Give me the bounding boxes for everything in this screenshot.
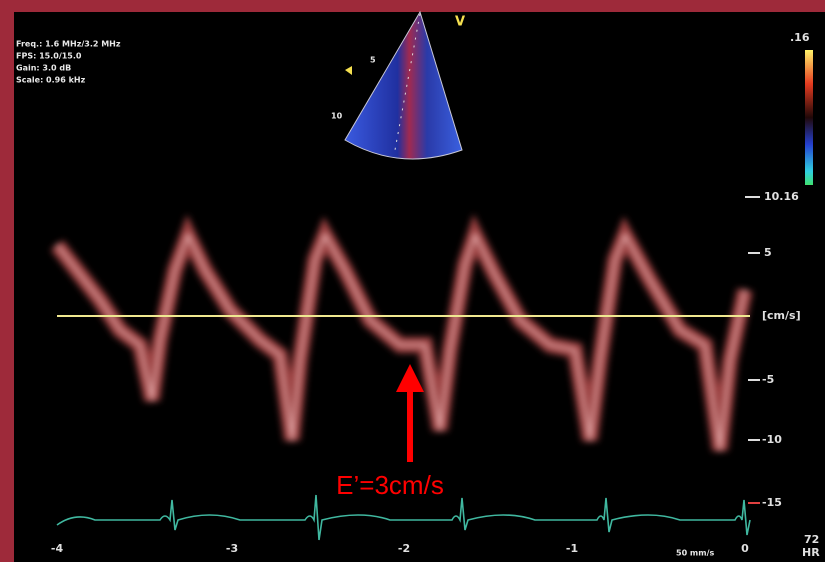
- depth-label: 5: [370, 56, 376, 65]
- time-tick: -3: [226, 542, 238, 555]
- velocity-tick: 5: [764, 246, 772, 259]
- sector-marker: V: [455, 15, 465, 30]
- heart-rate-label: HR: [802, 546, 820, 559]
- ultrasound-screen: Freq.: 1.6 MHz/3.2 MHz FPS: 15.0/15.0 Ga…: [0, 0, 825, 562]
- time-tick: 0: [741, 542, 749, 555]
- depth-label: 10: [331, 112, 343, 121]
- info-line: Scale: 0.96 kHz: [16, 76, 86, 85]
- velocity-tick: -5: [762, 373, 774, 386]
- info-line: Freq.: 1.6 MHz/3.2 MHz: [16, 40, 121, 49]
- info-line: FPS: 15.0/15.0: [16, 52, 82, 61]
- time-tick: -2: [398, 542, 410, 555]
- velocity-top: 10.16: [764, 190, 799, 203]
- velocity-unit: [cm/s]: [762, 309, 801, 322]
- info-line: Gain: 3.0 dB: [16, 64, 71, 73]
- time-tick: -4: [51, 542, 64, 555]
- color-scale-max: .16: [790, 31, 810, 44]
- sweep-speed: 50 mm/s: [676, 549, 715, 558]
- color-bar: [805, 50, 813, 185]
- page: {"info": ["Freq.: 1.6 MHz/3.2 MHz", "FPS…: [0, 0, 825, 562]
- heart-rate-value: 72: [804, 533, 819, 546]
- velocity-tick: -10: [762, 433, 782, 446]
- time-tick: -1: [566, 542, 578, 555]
- velocity-tick: -15: [762, 496, 782, 509]
- annotation: E’=3cm/s: [336, 470, 444, 500]
